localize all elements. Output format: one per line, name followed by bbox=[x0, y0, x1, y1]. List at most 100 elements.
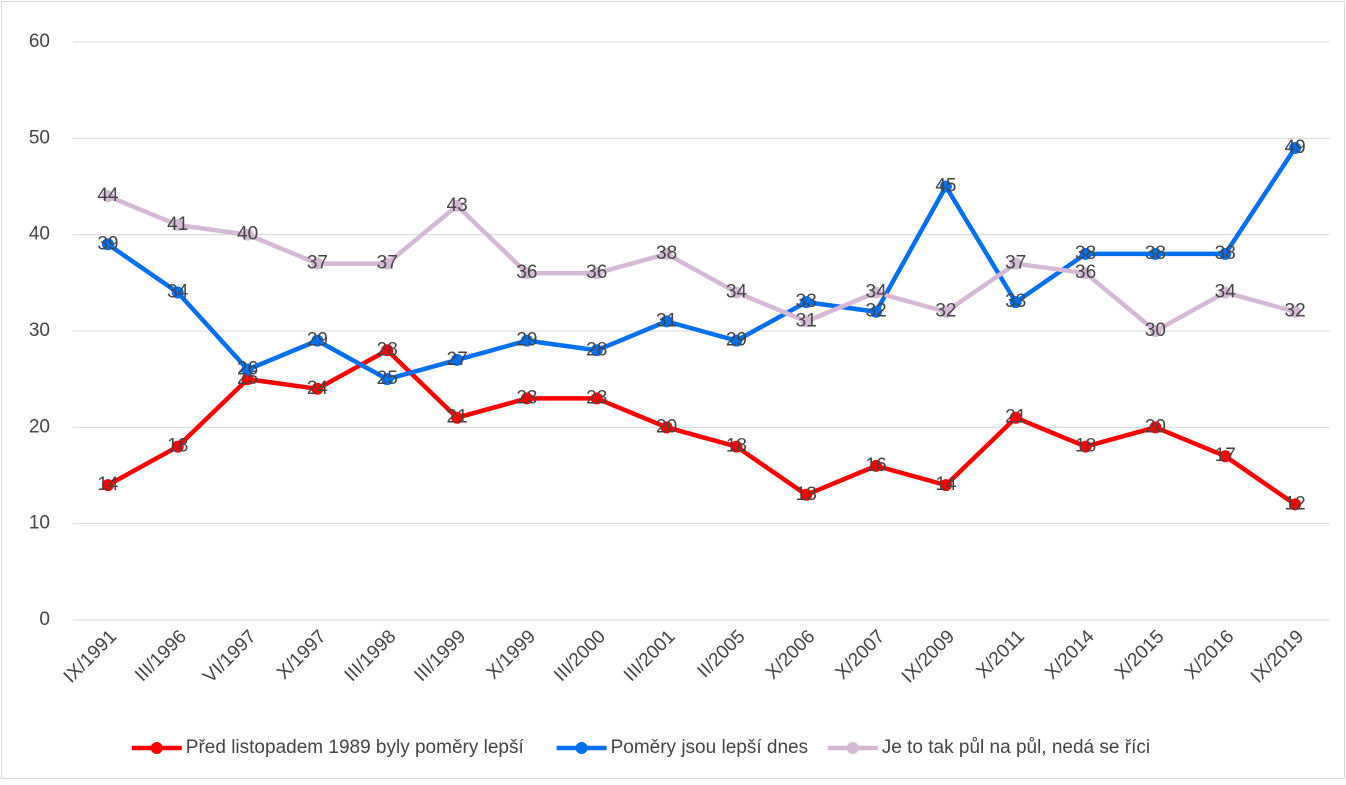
data-label: 49 bbox=[1285, 137, 1306, 158]
data-label: 23 bbox=[516, 387, 537, 408]
y-tick-label: 60 bbox=[29, 31, 50, 52]
data-point bbox=[730, 286, 743, 299]
data-point bbox=[381, 344, 394, 357]
data-point bbox=[311, 257, 324, 270]
data-point bbox=[1009, 257, 1022, 270]
data-point bbox=[520, 392, 533, 405]
data-label: 36 bbox=[586, 262, 607, 283]
data-label: 20 bbox=[1145, 416, 1166, 437]
data-point bbox=[171, 219, 184, 232]
legend-marker bbox=[150, 742, 163, 754]
data-label: 39 bbox=[97, 233, 118, 254]
data-label: 27 bbox=[447, 349, 468, 370]
data-point bbox=[1289, 305, 1302, 318]
data-point bbox=[870, 286, 883, 299]
data-point bbox=[241, 373, 254, 386]
data-point bbox=[660, 315, 673, 328]
data-point bbox=[1009, 411, 1022, 424]
data-label: 43 bbox=[447, 195, 468, 216]
data-label: 38 bbox=[656, 243, 677, 264]
data-label: 36 bbox=[516, 262, 537, 283]
data-point bbox=[1219, 286, 1232, 299]
data-label: 40 bbox=[237, 224, 258, 245]
data-label: 14 bbox=[97, 474, 119, 495]
y-tick-label: 0 bbox=[39, 609, 50, 630]
data-point bbox=[1289, 141, 1302, 154]
data-label: 34 bbox=[866, 281, 888, 302]
data-point bbox=[101, 190, 114, 203]
data-point bbox=[730, 334, 743, 347]
y-tick-label: 10 bbox=[29, 513, 50, 534]
data-point bbox=[171, 440, 184, 453]
series-line bbox=[106, 348, 1297, 507]
y-tick-label: 30 bbox=[29, 320, 50, 341]
data-point bbox=[171, 286, 184, 299]
data-label: 34 bbox=[1215, 281, 1237, 302]
data-label: 25 bbox=[377, 368, 398, 389]
data-label: 18 bbox=[1075, 436, 1096, 457]
data-label: 20 bbox=[656, 416, 677, 437]
legend-label: Je to tak půl na půl, nedá se říci bbox=[882, 737, 1150, 758]
data-label: 18 bbox=[726, 436, 747, 457]
data-point bbox=[1149, 421, 1162, 434]
data-point bbox=[939, 180, 952, 193]
data-point bbox=[590, 267, 603, 280]
data-point bbox=[1219, 247, 1232, 260]
data-point bbox=[520, 334, 533, 347]
data-point bbox=[660, 247, 673, 260]
data-point bbox=[451, 411, 464, 424]
data-point bbox=[1079, 440, 1092, 453]
data-point bbox=[590, 392, 603, 405]
y-tick-label: 20 bbox=[29, 416, 50, 437]
data-point bbox=[1079, 247, 1092, 260]
data-point bbox=[800, 488, 813, 501]
legend-label: Před listopadem 1989 byly poměry lepší bbox=[186, 737, 525, 758]
data-label: 26 bbox=[237, 359, 258, 380]
data-label: 30 bbox=[1145, 320, 1166, 341]
data-point bbox=[451, 353, 464, 366]
data-label: 17 bbox=[1215, 445, 1236, 466]
data-label: 32 bbox=[866, 301, 887, 322]
data-point bbox=[451, 199, 464, 212]
data-label: 33 bbox=[796, 291, 817, 312]
data-point bbox=[1149, 325, 1162, 337]
data-label: 34 bbox=[726, 281, 748, 302]
series-line bbox=[106, 146, 1297, 382]
data-label: 38 bbox=[1145, 243, 1166, 264]
data-point bbox=[870, 305, 883, 318]
data-label: 21 bbox=[1005, 407, 1026, 428]
data-label: 25 bbox=[237, 368, 258, 389]
data-label: 29 bbox=[726, 330, 747, 351]
data-label: 32 bbox=[1285, 301, 1306, 322]
y-tick-label: 40 bbox=[29, 224, 50, 245]
data-label: 28 bbox=[377, 339, 398, 360]
data-label: 18 bbox=[167, 436, 188, 457]
legend-label: Poměry jsou lepší dnes bbox=[611, 737, 809, 758]
data-label: 38 bbox=[1215, 243, 1236, 264]
data-label: 21 bbox=[447, 407, 468, 428]
data-point bbox=[660, 421, 673, 434]
data-point bbox=[520, 267, 533, 280]
data-point bbox=[381, 373, 394, 386]
data-label: 45 bbox=[935, 176, 956, 197]
data-point bbox=[101, 238, 114, 251]
data-label: 23 bbox=[586, 387, 607, 408]
data-label: 13 bbox=[796, 484, 817, 505]
data-point bbox=[800, 296, 813, 309]
data-point bbox=[311, 382, 324, 395]
data-label: 38 bbox=[1075, 243, 1096, 264]
data-label: 29 bbox=[516, 330, 537, 351]
data-point bbox=[939, 479, 952, 492]
data-point bbox=[241, 228, 254, 241]
data-point bbox=[1149, 247, 1162, 260]
data-point bbox=[590, 344, 603, 357]
data-label: 37 bbox=[1005, 253, 1026, 274]
data-point bbox=[381, 257, 394, 270]
data-point bbox=[730, 440, 743, 453]
data-label: 24 bbox=[307, 378, 329, 399]
data-point bbox=[800, 315, 813, 328]
data-label: 36 bbox=[1075, 262, 1096, 283]
data-label: 14 bbox=[935, 474, 957, 495]
